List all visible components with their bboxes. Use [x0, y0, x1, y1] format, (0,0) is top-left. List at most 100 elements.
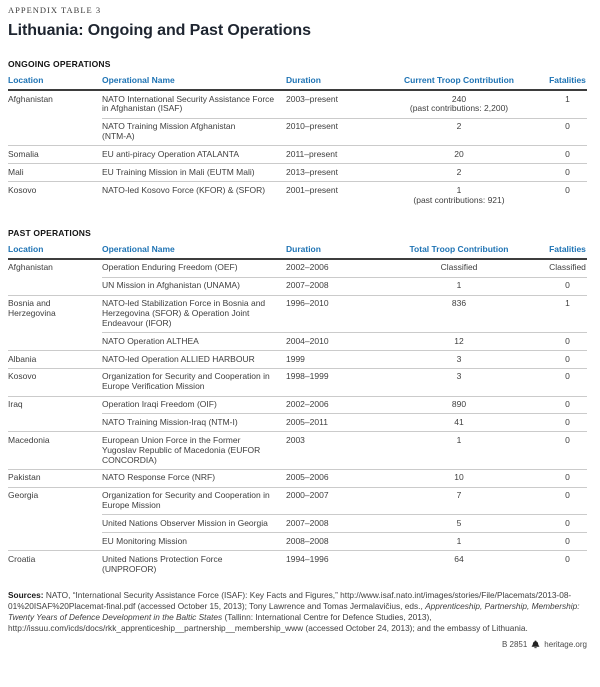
- table-row: United Nations Observer Mission in Georg…: [8, 514, 587, 533]
- cell-fatalities: 0: [548, 532, 587, 551]
- table-row: EU Monitoring Mission 2008–2008 1 0: [8, 532, 587, 551]
- cell-duration: 1999: [286, 350, 370, 369]
- cell-location: Macedonia: [8, 431, 102, 470]
- past-operations-table: Location Operational Name Duration Total Tr…: [8, 240, 587, 578]
- cell-location: Pakistan: [8, 468, 102, 488]
- cell-location: [8, 277, 102, 295]
- cell-fatalities: 0: [548, 486, 587, 515]
- cell-operational-name: EU Monitoring Mission: [102, 532, 286, 551]
- column-header-troop-contribution: Current Troop Contribution: [370, 72, 548, 91]
- section-past: PAST OPERATIONS Location Operational Name…: [8, 228, 587, 578]
- report-page: APPENDIX TABLE 3 Lithuania: Ongoing and …: [8, 5, 587, 649]
- table-row: Mali EU Training Mission in Mali (EUTM Ma…: [8, 163, 587, 182]
- cell-duration: 2003: [286, 431, 370, 470]
- cell-fatalities: 0: [548, 431, 587, 470]
- cell-troop-contribution: 7: [370, 486, 548, 515]
- cell-duration: 2002–2006: [286, 395, 370, 414]
- sources-text-1: NATO, “International Security Assistance…: [8, 589, 572, 611]
- cell-operational-name: NATO Response Force (NRF): [102, 468, 286, 488]
- cell-location: [8, 118, 102, 146]
- column-header-operational-name: Operational Name: [102, 240, 286, 260]
- cell-operational-name: United Nations Observer Mission in Georg…: [102, 514, 286, 533]
- cell-operational-name: United Nations Protection Force (UNPROFO…: [102, 550, 286, 578]
- past-contributions-note: (past contributions: 921): [413, 194, 505, 205]
- cell-operational-name: NATO-led Kosovo Force (KFOR) & (SFOR): [102, 181, 286, 209]
- cell-duration: 2007–2008: [286, 276, 370, 296]
- cell-fatalities: 0: [548, 514, 587, 533]
- heritage-bell-icon: [531, 640, 540, 649]
- cell-duration: 2004–2010: [286, 332, 370, 351]
- sources-book-title: Apprenticeship, Partnership, Membership:…: [8, 600, 580, 622]
- cell-fatalities: Classified: [549, 262, 586, 273]
- cell-location: Kosovo: [8, 367, 102, 397]
- cell-duration: 2008–2008: [286, 532, 370, 551]
- cell-troop-contribution: 1: [370, 431, 548, 470]
- cell-operational-name: NATO Operation ALTHEA: [102, 332, 286, 351]
- column-header-operational-name: Operational Name: [102, 72, 286, 91]
- cell-operational-name: EU anti-piracy Operation ATALANTA: [102, 145, 286, 164]
- cell-duration: 2007–2008: [286, 514, 370, 533]
- past-contributions-note: (past contributions: 2,200): [409, 103, 509, 114]
- cell-operational-name: NATO Training Mission Afghanistan (NTM-A…: [102, 117, 286, 146]
- sources-text-2: (Tallinn: International Centre for Defen…: [8, 611, 528, 634]
- cell-location: Afghanistan: [8, 262, 53, 273]
- cell-duration: 2001–present: [286, 181, 370, 209]
- cell-location: Afghanistan: [8, 93, 53, 104]
- section-label-ongoing: ONGOING OPERATIONS: [8, 59, 111, 69]
- page-title: Lithuania: Ongoing and Past Operations: [8, 22, 311, 39]
- column-header-location: Location: [8, 240, 102, 260]
- cell-duration: 2002–2006: [286, 262, 329, 273]
- cell-duration: 2011–present: [286, 145, 370, 164]
- cell-fatalities: 0: [548, 145, 587, 164]
- cell-operational-name: Operation Iraqi Freedom (OIF): [102, 395, 286, 414]
- cell-troop-contribution: 3: [370, 367, 548, 397]
- ongoing-operations-table: Location Operational Name Duration Current …: [8, 72, 587, 209]
- cell-fatalities: 1: [548, 294, 587, 333]
- cell-troop-contribution: 5: [370, 514, 548, 533]
- table-row: NATO Operation ALTHEA 2004–2010 12 0: [8, 332, 587, 351]
- cell-fatalities: 0: [548, 276, 587, 296]
- table-row: Somalia EU anti-piracy Operation ATALANTA…: [8, 145, 587, 164]
- table-row: Bosnia and Herzegovina NATO-led Stabiliza…: [8, 294, 587, 333]
- table-row: Georgia Organization for Security and Coo…: [8, 486, 587, 515]
- cell-operational-name: Operation Enduring Freedom (OEF): [102, 262, 238, 273]
- cell-troop-contribution: 1: [370, 532, 548, 551]
- cell-troop-contribution: 10: [370, 468, 548, 488]
- cell-troop-contribution: 20: [370, 145, 548, 164]
- cell-fatalities: 0: [548, 163, 587, 182]
- table-row: Macedonia European Union Force in the For…: [8, 431, 587, 470]
- section-label-past: PAST OPERATIONS: [8, 227, 91, 238]
- cell-operational-name: Organization for Security and Cooperatio…: [102, 367, 286, 397]
- cell-duration: 2003–present: [286, 93, 338, 104]
- cell-duration: 1996–2010: [286, 294, 370, 333]
- cell-duration: 2005–2011: [286, 413, 370, 432]
- footer: B 2851 heritage.org: [8, 640, 587, 649]
- column-header-troop-contribution: Total Troop Contribution: [370, 240, 548, 260]
- cell-fatalities: 0: [548, 468, 587, 488]
- sources-note: Sources: NATO, “International Security A…: [8, 590, 587, 634]
- cell-fatalities: 1: [565, 93, 570, 104]
- cell-duration: 2010–present: [286, 117, 370, 146]
- column-header-fatalities: Fatalities: [548, 240, 587, 260]
- cell-location: Croatia: [8, 550, 102, 578]
- table-row: Albania NATO-led Operation ALLIED HARBOUR…: [8, 350, 587, 369]
- cell-operational-name: Organization for Security and Cooperatio…: [102, 486, 286, 515]
- cell-operational-name: European Union Force in the Former Yugos…: [102, 431, 286, 470]
- cell-fatalities: 0: [548, 367, 587, 397]
- cell-operational-name: NATO Training Mission-Iraq (NTM-I): [102, 413, 286, 432]
- cell-location: Georgia: [8, 486, 102, 515]
- cell-location: [8, 333, 102, 351]
- cell-duration: 1998–1999: [286, 367, 370, 397]
- column-header-fatalities: Fatalities: [548, 72, 587, 91]
- cell-duration: 2013–present: [286, 163, 370, 182]
- footer-report-id: B 2851: [501, 640, 528, 650]
- cell-fatalities: 0: [548, 181, 587, 209]
- column-header-duration: Duration: [286, 72, 370, 91]
- table-row: Kosovo NATO-led Kosovo Force (KFOR) & (SF…: [8, 181, 587, 209]
- cell-location: Somalia: [8, 145, 102, 164]
- table-row: UN Mission in Afghanistan (UNAMA) 2007–20…: [8, 276, 587, 296]
- cell-fatalities: 0: [548, 550, 587, 578]
- cell-location: Mali: [8, 163, 102, 182]
- cell-troop-contribution: Classified: [440, 262, 478, 273]
- cell-location: [8, 414, 102, 432]
